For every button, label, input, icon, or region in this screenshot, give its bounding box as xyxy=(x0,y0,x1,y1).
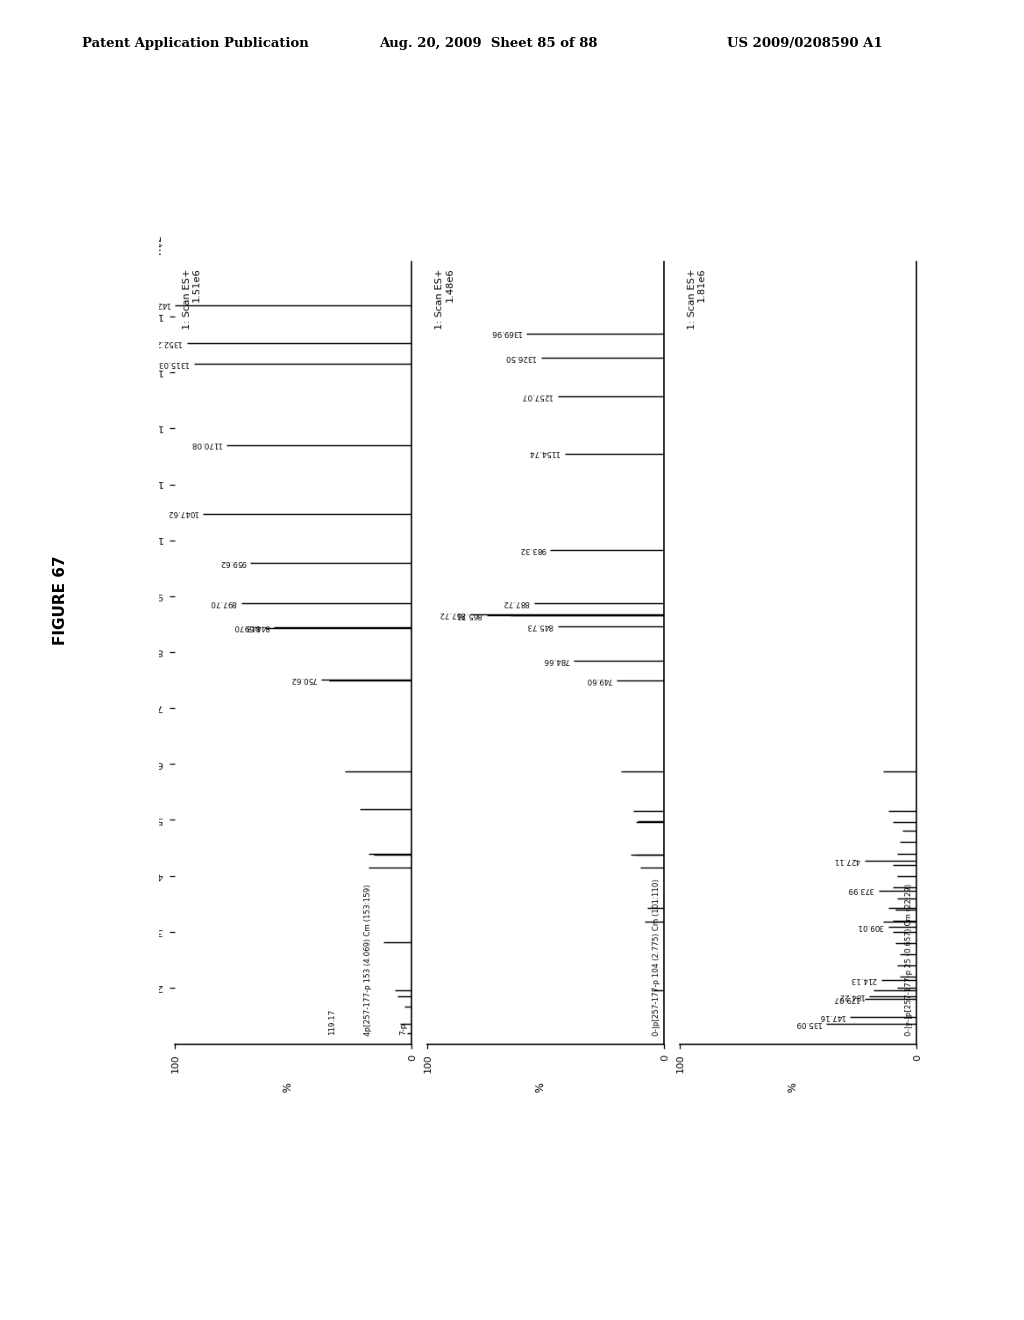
Text: US 2009/0208590 A1: US 2009/0208590 A1 xyxy=(727,37,883,50)
Text: Patent Application Publication: Patent Application Publication xyxy=(82,37,308,50)
Text: FIGURE 67: FIGURE 67 xyxy=(53,556,69,645)
Text: Aug. 20, 2009  Sheet 85 of 88: Aug. 20, 2009 Sheet 85 of 88 xyxy=(379,37,597,50)
